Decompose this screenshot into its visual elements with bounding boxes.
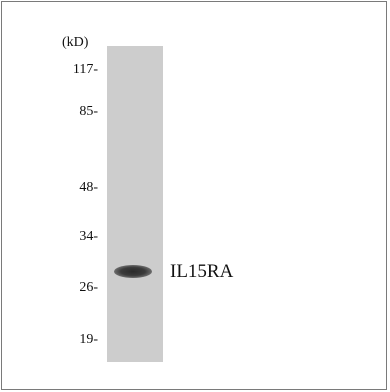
marker-26: 26- — [79, 280, 98, 295]
marker-48: 48- — [79, 180, 98, 195]
protein-band — [114, 265, 152, 278]
marker-19: 19- — [79, 332, 98, 347]
unit-label: (kD) — [62, 35, 89, 50]
marker-85: 85- — [79, 104, 98, 119]
marker-117: 117- — [72, 62, 98, 77]
protein-label: IL15RA — [170, 261, 234, 282]
marker-34: 34- — [79, 229, 98, 244]
blot-lane — [107, 46, 163, 362]
